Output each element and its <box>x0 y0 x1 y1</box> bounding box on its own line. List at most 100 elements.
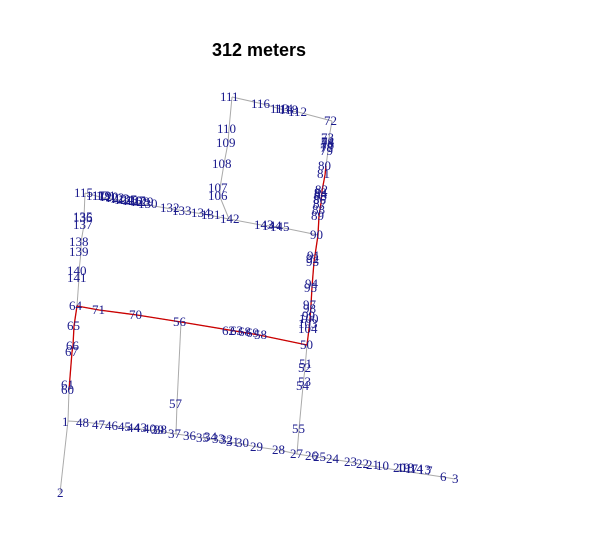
node-label-47: 47 <box>92 417 106 432</box>
edge-54-55 <box>298 385 304 430</box>
node-label-79: 79 <box>320 143 333 158</box>
node-label-33: 33 <box>212 431 225 446</box>
node-label-100: 100 <box>299 311 319 326</box>
edge-142-143 <box>228 218 262 226</box>
node-label-36: 36 <box>183 428 197 443</box>
node-label-62: 62 <box>222 323 235 338</box>
node-label-121: 121 <box>96 188 116 203</box>
edge-22-10 <box>363 464 379 468</box>
edge-36-31 <box>190 435 230 443</box>
node-label-107: 107 <box>208 180 228 195</box>
edge-30-29 <box>241 443 258 448</box>
node-label-80: 80 <box>318 158 331 173</box>
edge-55-27 <box>296 428 300 455</box>
node-label-113: 113 <box>270 101 289 116</box>
node-label-91: 91 <box>307 248 320 263</box>
node-label-115: 115 <box>74 185 93 200</box>
node-label-23: 23 <box>344 454 357 469</box>
node-label-20: 20 <box>393 460 406 475</box>
node-label-139: 139 <box>69 244 89 259</box>
node-label-127: 127 <box>126 193 146 208</box>
node-label-88: 88 <box>312 202 325 217</box>
node-label-22: 22 <box>356 456 369 471</box>
node-label-25: 25 <box>313 449 326 464</box>
edge-111-110 <box>228 96 233 130</box>
node-label-71: 71 <box>92 302 105 317</box>
node-label-7: 7 <box>426 463 433 478</box>
edge-38-37 <box>157 430 177 435</box>
edge-27-25 <box>296 453 317 458</box>
node-label-65: 65 <box>67 318 80 333</box>
node-label-136: 136 <box>73 210 93 225</box>
node-label-81: 81 <box>317 166 330 181</box>
route-path <box>68 165 327 391</box>
edge-56-57 <box>176 321 182 405</box>
node-label-123: 123 <box>110 191 130 206</box>
node-label-135: 135 <box>73 209 93 224</box>
node-label-106: 106 <box>208 188 228 203</box>
node-label-110: 110 <box>217 121 236 136</box>
node-label-56: 56 <box>173 314 187 329</box>
node-label-142: 142 <box>220 211 240 226</box>
edge-18-6 <box>402 470 444 478</box>
node-label-83: 83 <box>314 185 327 200</box>
edge-10-18 <box>377 466 404 472</box>
node-label-134: 134 <box>191 205 211 220</box>
edge-140-139 <box>78 251 82 272</box>
edge-130-133 <box>147 204 173 210</box>
node-label-30: 30 <box>236 435 249 450</box>
node-label-32: 32 <box>220 432 233 447</box>
node-label-95: 95 <box>304 280 317 295</box>
node-label-50: 50 <box>300 337 313 352</box>
node-label-64: 64 <box>69 298 83 313</box>
edge-23-22 <box>349 461 365 466</box>
node-label-35: 35 <box>196 430 209 445</box>
node-label-21: 21 <box>366 457 379 472</box>
node-label-14: 14 <box>410 461 424 476</box>
node-label-75: 75 <box>321 135 334 150</box>
node-label-94: 94 <box>305 276 319 291</box>
edge-44-38 <box>130 427 159 432</box>
node-label-108: 108 <box>212 156 232 171</box>
edge-125-130 <box>126 200 149 206</box>
edge-1-60 <box>67 389 70 422</box>
node-label-98: 98 <box>303 301 316 316</box>
node-label-57: 57 <box>169 396 183 411</box>
node-label-78: 78 <box>320 140 333 155</box>
node-label-44: 44 <box>127 420 141 435</box>
node-label-144: 144 <box>262 218 282 233</box>
node-label-19: 19 <box>397 460 410 475</box>
node-label-46: 46 <box>105 418 119 433</box>
node-label-55: 55 <box>292 421 305 436</box>
node-label-39: 39 <box>151 422 164 437</box>
edge-109-108 <box>223 142 229 165</box>
edge-106-142 <box>219 196 230 220</box>
node-label-48: 48 <box>76 415 89 430</box>
node-label-86: 86 <box>313 192 327 207</box>
edge-120-125 <box>103 197 128 202</box>
node-label-13: 13 <box>418 462 431 477</box>
edge-116-111 <box>231 96 264 105</box>
node-label-130: 130 <box>138 196 158 211</box>
edge-29-28 <box>256 446 280 451</box>
node-label-29: 29 <box>250 439 263 454</box>
node-label-38: 38 <box>154 422 167 437</box>
node-label-66: 66 <box>66 338 80 353</box>
node-label-109: 109 <box>216 135 236 150</box>
node-label-120: 120 <box>99 189 119 204</box>
node-label-143: 143 <box>254 217 274 232</box>
node-label-52: 52 <box>298 360 311 375</box>
node-label-1: 1 <box>62 414 69 429</box>
edge-136-115 <box>83 192 86 219</box>
node-label-69: 69 <box>246 325 259 340</box>
node-label-89: 89 <box>311 208 324 223</box>
edge-31-30 <box>228 441 243 445</box>
edge-143-145 <box>260 224 280 228</box>
edge-118-116 <box>262 103 285 111</box>
edge-110-109 <box>227 128 230 144</box>
edge-133-131 <box>171 208 204 215</box>
node-label-104: 104 <box>298 321 318 336</box>
node-label-40: 40 <box>143 421 156 436</box>
edge-1-48 <box>67 420 86 423</box>
